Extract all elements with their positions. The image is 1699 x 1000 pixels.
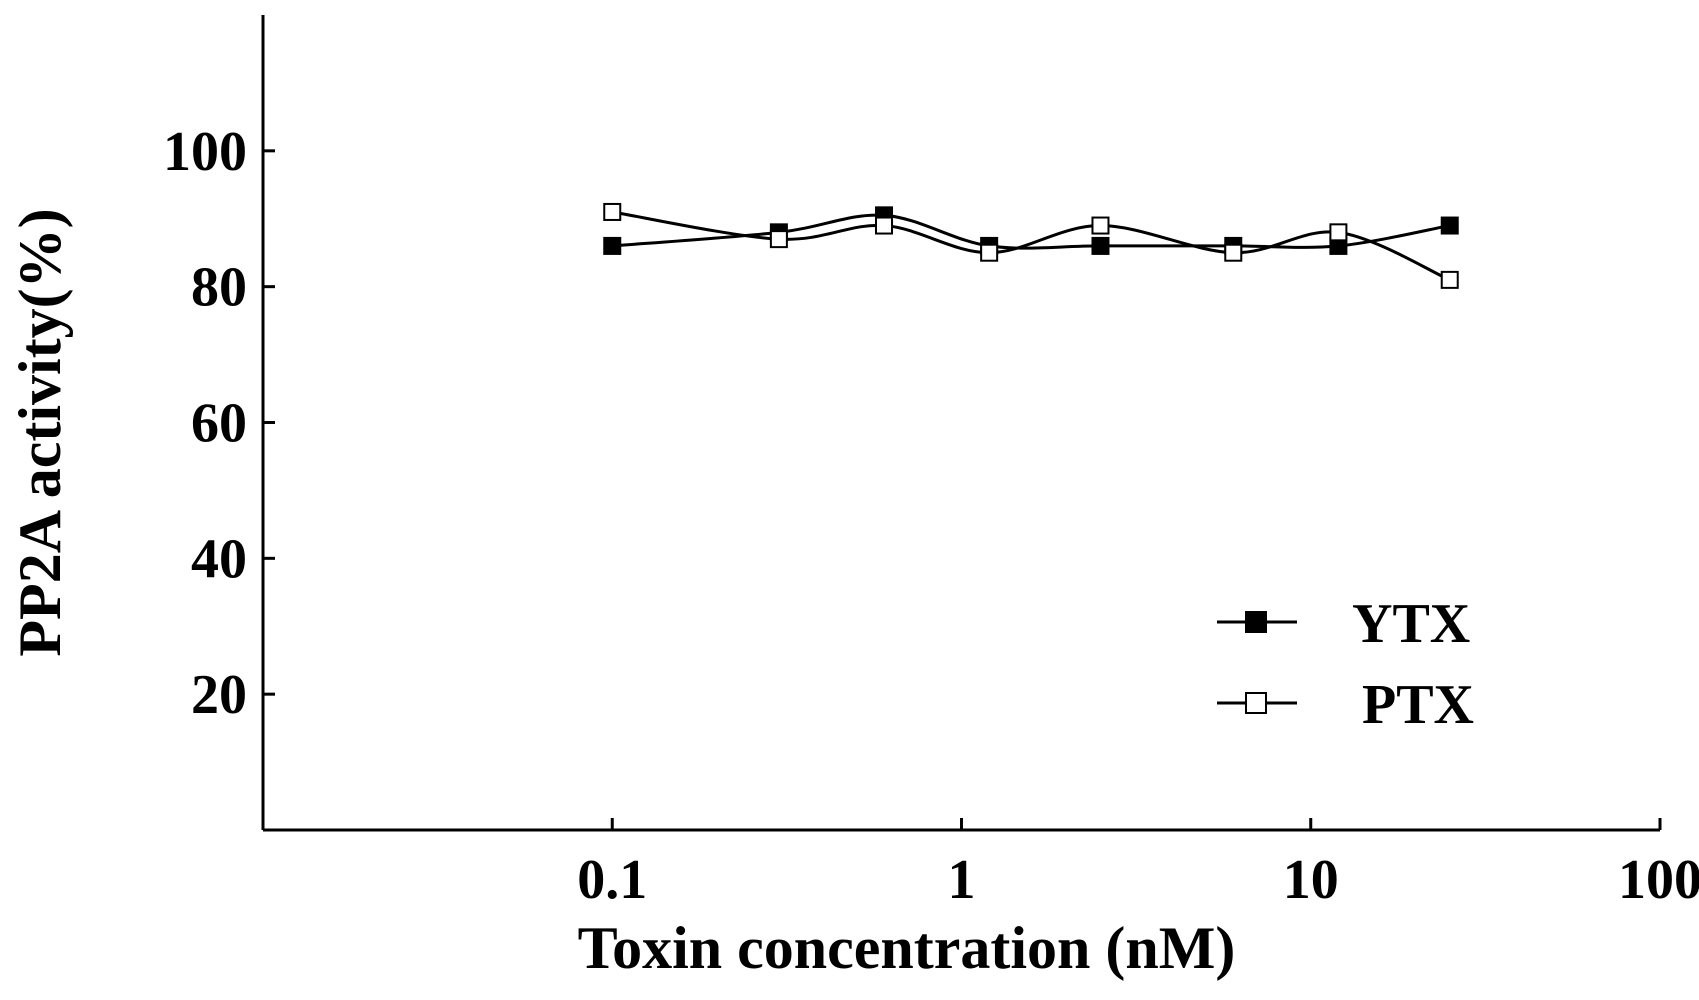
series-layer — [603, 202, 1459, 289]
data-point-ptx — [1224, 243, 1243, 262]
legend-marker-ptx — [1245, 692, 1267, 714]
y-tick-label: 60 — [191, 393, 247, 455]
x-axis-title: Toxin concentration (nM) — [578, 915, 1236, 981]
data-point-ytx — [603, 236, 622, 255]
data-point-ptx — [1091, 216, 1110, 235]
x-tick-label: 100 — [1618, 849, 1699, 911]
legend-label-ptx: PTX — [1362, 674, 1474, 736]
legend-item-ptx: PTX — [1217, 674, 1474, 736]
x-ticks: 0.1 1 10 100 — [577, 818, 1699, 911]
data-point-ptx — [603, 202, 622, 221]
legend-item-ytx: YTX — [1217, 593, 1470, 655]
y-tick-label: 20 — [191, 664, 247, 726]
data-point-ptx — [1329, 223, 1348, 242]
y-ticks: 20 40 60 80 100 — [163, 121, 275, 726]
legend-label-ytx: YTX — [1352, 593, 1470, 655]
data-point-ytx — [1440, 216, 1459, 235]
y-tick-label: 100 — [163, 121, 247, 183]
data-point-ptx — [980, 243, 999, 262]
y-axis-title: PP2A activity(%) — [7, 208, 73, 656]
legend-marker-ytx — [1245, 611, 1267, 633]
data-point-ytx — [1091, 236, 1110, 255]
data-point-ptx — [875, 216, 894, 235]
x-tick-label: 10 — [1283, 849, 1339, 911]
y-tick-label: 80 — [191, 257, 247, 319]
data-point-ptx — [1440, 270, 1459, 289]
x-tick-label: 0.1 — [577, 849, 647, 911]
data-point-ptx — [769, 230, 788, 249]
legend: YTX PTX — [1217, 593, 1474, 736]
y-tick-label: 40 — [191, 528, 247, 590]
x-tick-label: 1 — [948, 849, 976, 911]
